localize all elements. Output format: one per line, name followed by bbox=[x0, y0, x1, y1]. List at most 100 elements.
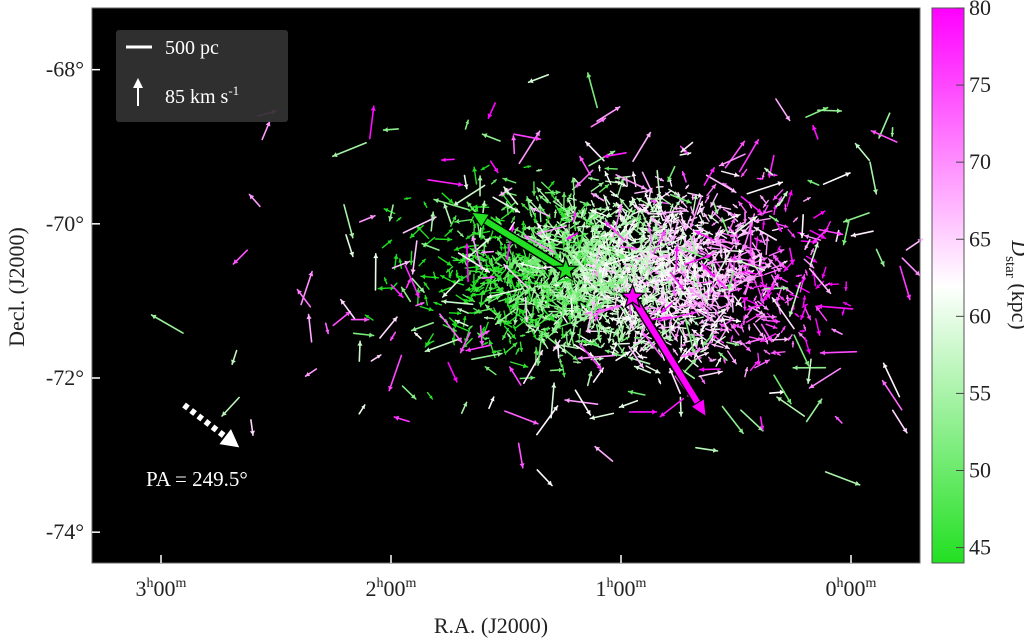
star-vector bbox=[716, 231, 728, 239]
star-vector bbox=[699, 315, 715, 324]
star-vector bbox=[755, 236, 760, 249]
star-vector bbox=[804, 337, 811, 355]
star-vector bbox=[649, 245, 653, 255]
star-vector bbox=[576, 226, 589, 241]
star-vector bbox=[508, 338, 512, 344]
star-vector bbox=[762, 199, 769, 208]
star-vector bbox=[573, 222, 577, 232]
star-vector bbox=[441, 299, 474, 306]
star-vector bbox=[566, 193, 572, 202]
star-vector bbox=[631, 266, 637, 284]
colorbar-label: Dstar (kpc) bbox=[1002, 239, 1024, 329]
star-vector bbox=[700, 239, 718, 245]
star-vector bbox=[474, 252, 477, 259]
star-vector bbox=[664, 288, 682, 295]
star-vector bbox=[588, 213, 599, 222]
star-vector bbox=[641, 229, 647, 234]
star-vector bbox=[647, 211, 663, 217]
star-vector bbox=[572, 317, 588, 324]
field-vectors bbox=[150, 72, 924, 487]
star-vector bbox=[726, 350, 737, 365]
star-vector bbox=[744, 367, 749, 378]
star-vector bbox=[444, 228, 454, 237]
star-vector bbox=[706, 245, 722, 251]
star-vector bbox=[563, 348, 578, 361]
star-vector bbox=[519, 341, 524, 353]
star-vector bbox=[719, 243, 724, 254]
star-vector bbox=[437, 256, 453, 267]
star-vector bbox=[594, 229, 603, 241]
star-vector bbox=[696, 308, 714, 318]
star-vector bbox=[792, 217, 799, 223]
star-vector bbox=[636, 275, 646, 286]
star-vector bbox=[688, 287, 717, 312]
star-vector bbox=[558, 315, 563, 325]
star-vector bbox=[424, 333, 434, 348]
star-vector bbox=[549, 296, 563, 302]
star-vector bbox=[508, 273, 515, 290]
star-vector bbox=[460, 401, 468, 415]
star-vector bbox=[587, 257, 595, 266]
star-vector bbox=[471, 273, 476, 286]
star-vector bbox=[726, 210, 739, 223]
star-vector bbox=[478, 270, 489, 279]
star-vector bbox=[698, 220, 709, 225]
star-vector bbox=[589, 254, 596, 258]
star-vector bbox=[472, 231, 479, 235]
colorbar-tick-label: 50 bbox=[969, 458, 991, 483]
star-vector bbox=[711, 343, 724, 349]
star-vector bbox=[739, 340, 752, 352]
star-vector bbox=[691, 194, 695, 201]
star-vector bbox=[777, 276, 788, 283]
star-vector bbox=[728, 225, 732, 232]
star-vector bbox=[560, 327, 565, 339]
star-vector bbox=[484, 297, 491, 302]
star-vector bbox=[705, 174, 737, 194]
star-vector bbox=[657, 298, 666, 303]
star-vector bbox=[722, 213, 741, 222]
star-vector bbox=[759, 229, 766, 246]
star-vector bbox=[636, 258, 646, 272]
star-vector bbox=[772, 189, 784, 201]
star-vector bbox=[656, 302, 664, 306]
star-vector bbox=[504, 325, 517, 340]
colorbar-scale bbox=[931, 7, 965, 564]
star-vector bbox=[794, 312, 800, 318]
star-vector bbox=[651, 202, 659, 209]
star-vector bbox=[590, 182, 604, 192]
star-vector bbox=[671, 319, 686, 332]
star-vector bbox=[472, 204, 490, 210]
star-vector bbox=[489, 269, 503, 274]
star-vector bbox=[756, 177, 764, 181]
star-vector bbox=[416, 225, 430, 240]
star-vector bbox=[841, 308, 845, 316]
star-vector bbox=[703, 282, 712, 286]
star-vector bbox=[649, 197, 660, 201]
star-vector bbox=[678, 335, 684, 353]
star-vector bbox=[687, 216, 698, 222]
star-vector bbox=[703, 286, 706, 293]
star-vector bbox=[606, 250, 612, 262]
star-vector bbox=[547, 328, 558, 338]
star-vector bbox=[389, 331, 397, 342]
colorbar-label-main: D bbox=[1007, 239, 1024, 256]
star-vector bbox=[712, 294, 719, 298]
star-vector bbox=[674, 301, 678, 310]
star-vector bbox=[530, 270, 539, 274]
star-vector bbox=[637, 318, 641, 327]
star-vector bbox=[573, 306, 582, 320]
star-vector bbox=[517, 280, 521, 286]
star-vector bbox=[734, 242, 738, 250]
star-vector bbox=[688, 268, 696, 276]
star-vector bbox=[521, 202, 529, 211]
star-vector bbox=[562, 297, 568, 311]
star-vector bbox=[589, 412, 615, 421]
star-vector bbox=[558, 278, 570, 283]
star-vector bbox=[610, 193, 618, 197]
star-vector bbox=[763, 349, 771, 355]
star-vector bbox=[396, 216, 402, 222]
star-vector bbox=[719, 250, 723, 259]
star-vector bbox=[616, 220, 632, 229]
star-vector bbox=[651, 253, 669, 260]
star-vector bbox=[588, 176, 600, 181]
